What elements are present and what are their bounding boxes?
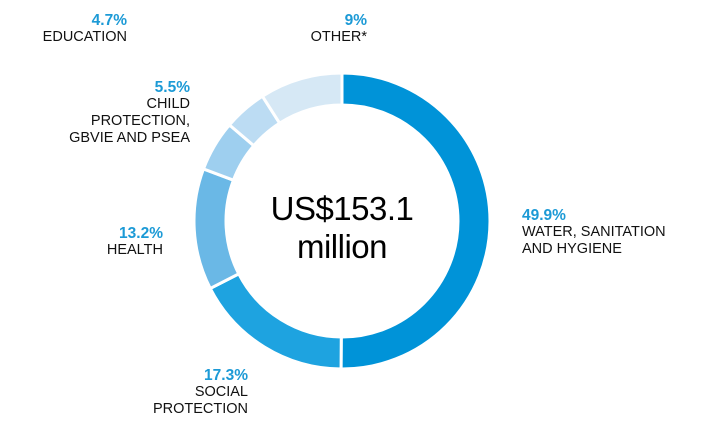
center-amount: US$153.1 (270, 190, 414, 227)
education-percent: 4.7% (91, 12, 127, 29)
other-name: OTHER* (310, 29, 367, 45)
label-other: 9% OTHER* (311, 12, 367, 46)
wash-name: WATER, SANITATION AND HYGIENE (522, 224, 666, 257)
social-protection-name: SOCIAL PROTECTION (152, 384, 248, 417)
child-protection-name: CHILD PROTECTION, GBVIE AND PSEA (69, 96, 190, 146)
education-name: EDUCATION (42, 29, 127, 45)
center-unit: million (296, 228, 388, 265)
label-social-protection: 17.3% SOCIAL PROTECTION (153, 367, 248, 418)
wash-percent: 49.9% (522, 207, 566, 224)
label-education: 4.7% EDUCATION (43, 12, 127, 46)
slice-wash (339, 71, 492, 371)
child-protection-percent: 5.5% (154, 79, 190, 96)
slice-other (260, 71, 344, 126)
label-wash: 49.9% WATER, SANITATION AND HYGIENE (522, 207, 666, 258)
social-protection-percent: 17.3% (204, 367, 248, 384)
health-percent: 13.2% (119, 225, 163, 242)
label-child-protection: 5.5% CHILD PROTECTION, GBVIE AND PSEA (69, 79, 190, 147)
slice-social-protection (208, 271, 343, 371)
health-name: HEALTH (106, 242, 163, 258)
other-percent: 9% (344, 12, 367, 29)
label-health: 13.2% HEALTH (107, 225, 163, 259)
donut-center-label: US$153.1 million (222, 190, 462, 266)
